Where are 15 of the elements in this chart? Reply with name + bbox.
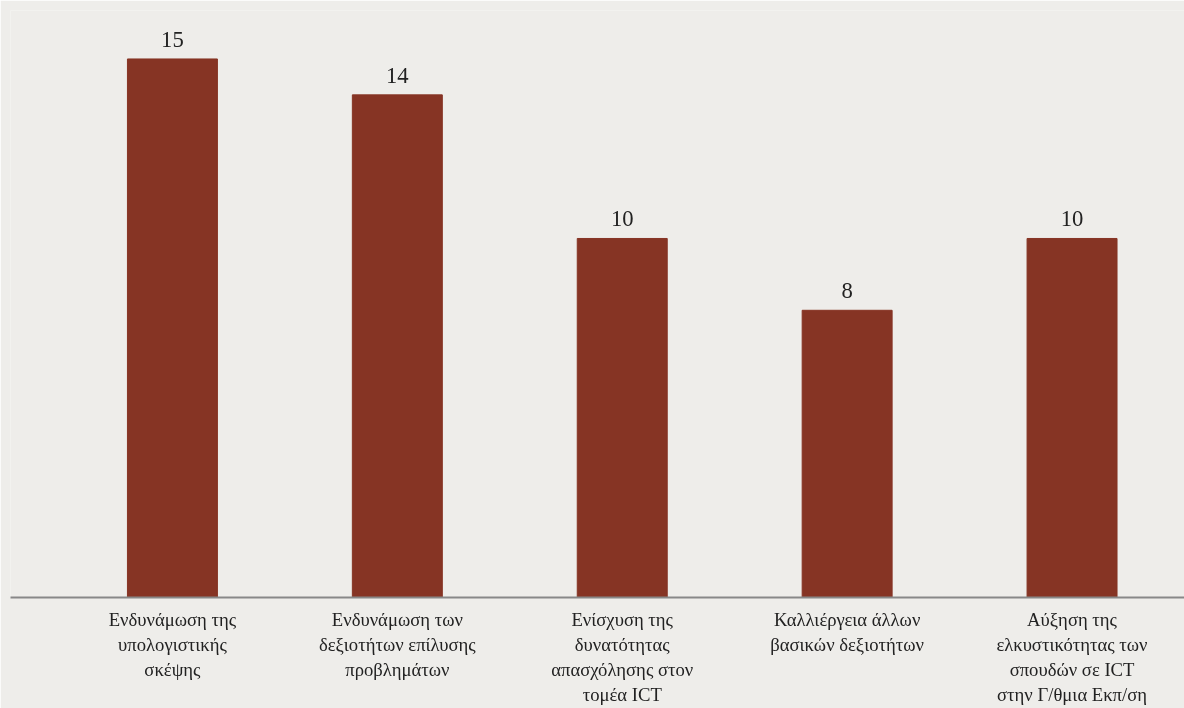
data-label: 10 bbox=[1060, 206, 1084, 232]
x-tick-label: Ενδυνάμωση της υπολογιστικής σκέψης bbox=[108, 608, 237, 680]
data-label: 15 bbox=[161, 26, 184, 52]
x-tick-label: Ενίσχυση της δυνατότητας απασχόλησης στον τομέα ICT bbox=[551, 608, 694, 706]
x-tick-label: Καλλιέργεια άλλων βασικών δεξιοτήτων bbox=[770, 608, 925, 655]
bar bbox=[576, 237, 668, 598]
x-tick-label: Αύξηση της ελκυστικότητας των σπουδών σε ICT στην Γ/θμια Εκπ/ση bbox=[996, 608, 1148, 706]
bar bbox=[126, 58, 218, 598]
x-tick-label: Ενδυνάμωση των δεξιοτήτων επίλυσης προβλημάτων bbox=[318, 608, 477, 680]
data-label: 8 bbox=[841, 278, 853, 304]
data-label: 10 bbox=[610, 206, 634, 232]
data-label: 14 bbox=[386, 62, 409, 88]
bar bbox=[801, 309, 893, 598]
bar bbox=[351, 94, 443, 598]
bar bbox=[1026, 237, 1118, 598]
